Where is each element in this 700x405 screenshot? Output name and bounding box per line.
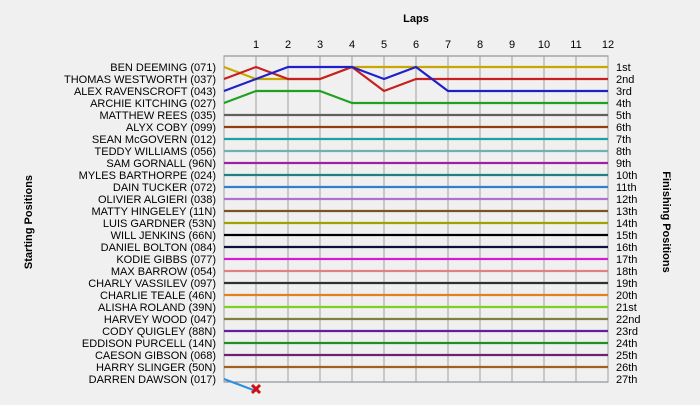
driver-label-cody-quigley-88n: CODY QUIGLEY (88N) [102,326,216,338]
driver-label-olivier-algieri-038: OLIVIER ALGIERI (038) [98,194,216,206]
driver-label-harvey-wood-047: HARVEY WOOD (047) [104,314,216,326]
finish-label-23rd: 23rd [616,326,638,338]
series-line-archie-kitching-027 [223,89,608,105]
series-line-alex-ravenscroft-043 [223,65,608,93]
finish-label-8th: 8th [616,146,631,158]
driver-label-dain-tucker-072: DAIN TUCKER (072) [113,182,216,194]
finish-label-18th: 18th [616,266,637,278]
grid [223,56,609,382]
series-line-darren-dawson-017 [223,377,257,393]
lap-tick-5: 5 [381,39,387,51]
driver-label-harry-slinger-50n: HARRY SLINGER (50N) [96,362,216,374]
finish-label-12th: 12th [616,194,637,206]
driver-label-caeson-gibson-068: CAESON GIBSON (068) [95,350,216,362]
finish-label-11th: 11th [616,182,637,194]
finish-label-20th: 20th [616,290,637,302]
driver-label-matthew-rees-035: MATTHEW REES (035) [99,110,216,122]
lap-tick-1: 1 [253,39,259,51]
finish-label-22nd: 22nd [616,314,640,326]
finish-label-9th: 9th [616,158,631,170]
lap-tick-3: 3 [317,39,323,51]
driver-label-sean-mcgovern-012: SEAN McGOVERN (012) [92,134,216,146]
retired-marker-darren-dawson-017 [250,383,262,395]
finish-label-26th: 26th [616,362,637,374]
finish-label-24th: 24th [616,338,637,350]
driver-label-ben-deeming-071: BEN DEEMING (071) [110,62,216,74]
driver-label-teddy-williams-056: TEDDY WILLIAMS (056) [95,146,216,158]
finish-label-6th: 6th [616,122,631,134]
driver-label-darren-dawson-017: DARREN DAWSON (017) [89,374,216,386]
driver-label-charly-vassilev-097: CHARLY VASSILEV (097) [88,278,216,290]
lap-tick-10: 10 [538,39,550,51]
finish-label-2nd: 2nd [616,74,634,86]
finish-label-10th: 10th [616,170,637,182]
finish-label-3rd: 3rd [616,86,632,98]
series-line-thomas-westworth-037 [223,65,608,93]
y-axis-right-label: Finishing Positions [660,171,672,272]
finish-label-1st: 1st [616,62,631,74]
finish-label-14th: 14th [616,218,637,230]
driver-label-myles-barthorpe-024: MYLES BARTHORPE (024) [79,170,216,182]
retire-markers [250,383,262,395]
lap-tick-6: 6 [413,39,419,51]
finish-label-19th: 19th [616,278,637,290]
lap-tick-9: 9 [509,39,515,51]
finish-label-7th: 7th [616,134,631,146]
lap-tick-7: 7 [445,39,451,51]
finish-label-4th: 4th [616,98,631,110]
lap-tick-labels: 1 2 3 4 5 6 7 8 9 10 11 12 [253,39,614,51]
driver-label-luis-gardner-53n: LUIS GARDNER (53N) [103,218,216,230]
driver-label-daniel-bolton-084: DANIEL BOLTON (084) [101,242,216,254]
driver-label-charlie-teale-46n: CHARLIE TEALE (46N) [100,290,216,302]
driver-label-eddison-purcell-14n: EDDISON PURCELL (14N) [82,338,216,350]
finish-label-25th: 25th [616,350,637,362]
y-axis-left-label: Starting Positions [23,175,35,269]
starting-position-labels: BEN DEEMING (071)THOMAS WESTWORTH (037)A… [64,62,216,386]
lap-tick-2: 2 [285,39,291,51]
driver-label-alyx-coby-099: ALYX COBY (099) [126,122,216,134]
driver-label-kodie-gibbs-077: KODIE GIBBS (077) [116,254,216,266]
driver-label-thomas-westworth-037: THOMAS WESTWORTH (037) [64,74,216,86]
driver-label-archie-kitching-027: ARCHIE KITCHING (027) [90,98,216,110]
driver-label-will-jenkins-66n: WILL JENKINS (66N) [111,230,216,242]
chart-title: Laps [403,13,429,25]
finish-label-21st: 21st [616,302,637,314]
driver-label-matty-hingeley-11n: MATTY HINGELEY (11N) [92,206,217,218]
finishing-position-labels: 1st2nd3rd4th5th6th7th8th9th10th11th12th1… [616,62,640,386]
driver-label-alex-ravenscroft-043: ALEX RAVENSCROFT (043) [74,86,216,98]
finish-label-17th: 17th [616,254,637,266]
finish-label-13th: 13th [616,206,637,218]
lap-tick-8: 8 [477,39,483,51]
series-lines [223,65,608,393]
finish-label-27th: 27th [616,374,637,386]
driver-label-max-barrow-054: MAX BARROW (054) [111,266,216,278]
finish-label-5th: 5th [616,110,631,122]
finish-label-15th: 15th [616,230,637,242]
lap-tick-12: 12 [602,39,614,51]
driver-label-sam-gornall-96n: SAM GORNALL (96N) [106,158,216,170]
lap-tick-11: 11 [570,39,581,51]
driver-label-alisha-roland-39n: ALISHA ROLAND (39N) [98,302,216,314]
lap-tick-4: 4 [349,39,355,51]
finish-label-16th: 16th [616,242,637,254]
